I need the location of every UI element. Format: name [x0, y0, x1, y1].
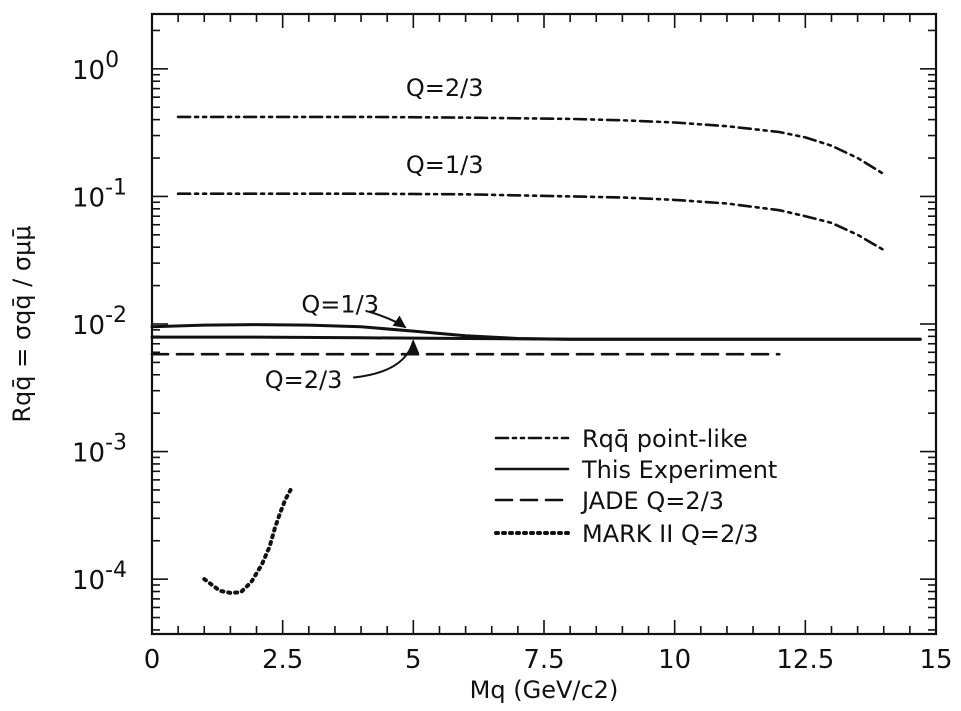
- x-tick-label: 5: [405, 645, 422, 675]
- x-tick-label: 15: [919, 645, 952, 675]
- arrow-head: [392, 315, 407, 329]
- series-line-0: [176, 115, 886, 176]
- legend-label: Rqq̄ point-like: [582, 425, 748, 453]
- curve-label: Q=2/3: [265, 366, 343, 394]
- curve-label: Q=1/3: [301, 290, 379, 318]
- y-tick-label: 10-2: [72, 303, 127, 341]
- curve-label: Q=2/3: [406, 74, 484, 102]
- legend-label: MARK II Q=2/3: [582, 520, 759, 548]
- x-tick-label: 12.5: [776, 645, 834, 675]
- x-tick-label: 2.5: [262, 645, 303, 675]
- legend-label: JADE Q=2/3: [580, 487, 724, 515]
- series-line-1: [176, 192, 886, 252]
- curve-label: Q=1/3: [406, 151, 484, 179]
- series-line-5: [202, 488, 293, 595]
- legend-label: This Experiment: [581, 456, 777, 484]
- y-tick-label: 100: [72, 48, 119, 86]
- x-tick-label: 0: [144, 645, 161, 675]
- y-tick-label: 10-1: [72, 175, 127, 213]
- x-tick-label: 7.5: [523, 645, 564, 675]
- arrow-head: [407, 339, 420, 354]
- series-line-3: [150, 335, 922, 341]
- y-axis-title: Rqq̄ = σqq̄ / σμμ̄: [8, 225, 36, 422]
- x-axis-title: Mq (GeV/c2): [470, 676, 619, 704]
- x-tick-label: 10: [658, 645, 691, 675]
- arrow-line: [353, 340, 415, 379]
- y-tick-label: 10-4: [72, 558, 127, 596]
- y-tick-label: 10-3: [72, 431, 127, 469]
